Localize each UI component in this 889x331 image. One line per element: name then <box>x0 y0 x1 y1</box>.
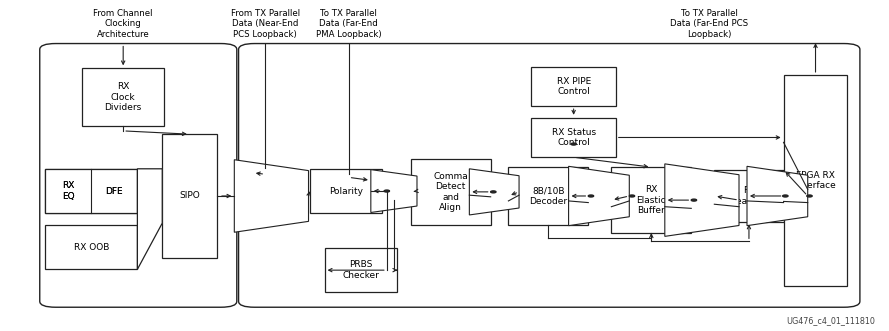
Bar <box>83 68 164 126</box>
Text: RX
Clock
Dividers: RX Clock Dividers <box>105 82 142 112</box>
Bar <box>45 169 138 213</box>
Circle shape <box>589 195 594 197</box>
Text: RX
EQ: RX EQ <box>62 181 75 201</box>
Circle shape <box>782 195 788 197</box>
Text: To TX Parallel
Data (Far-End PCS
Loopback): To TX Parallel Data (Far-End PCS Loopbac… <box>670 9 748 39</box>
Text: RX Status
Control: RX Status Control <box>551 128 596 147</box>
Text: DFE: DFE <box>106 187 123 196</box>
Text: RX
EQ: RX EQ <box>62 181 75 201</box>
Polygon shape <box>747 166 808 226</box>
Bar <box>162 134 217 258</box>
Text: From Channel
Clocking
Architecture: From Channel Clocking Architecture <box>93 9 153 39</box>
Text: DFE: DFE <box>106 187 123 196</box>
Bar <box>532 118 616 157</box>
Bar <box>324 248 397 292</box>
Polygon shape <box>665 164 739 236</box>
Circle shape <box>692 199 697 201</box>
Polygon shape <box>138 169 162 269</box>
Polygon shape <box>371 169 417 213</box>
Text: 8B/10B
Decoder: 8B/10B Decoder <box>529 186 567 206</box>
Bar <box>783 75 847 286</box>
Text: RX
Elastic
Buffer: RX Elastic Buffer <box>637 185 666 215</box>
Bar <box>532 67 616 106</box>
Circle shape <box>807 195 813 197</box>
Polygon shape <box>569 166 629 226</box>
Circle shape <box>629 195 635 197</box>
Text: SIPO: SIPO <box>180 192 200 201</box>
FancyBboxPatch shape <box>40 44 236 307</box>
Bar <box>612 167 692 233</box>
Bar <box>45 169 92 213</box>
Polygon shape <box>235 160 308 232</box>
Circle shape <box>571 143 576 145</box>
Polygon shape <box>469 169 519 215</box>
Text: FPGA RX
Interface: FPGA RX Interface <box>795 171 836 190</box>
Text: RX OOB: RX OOB <box>74 243 109 252</box>
Circle shape <box>491 191 496 193</box>
Text: Polarity: Polarity <box>329 187 363 196</box>
Text: PRBS
Checker: PRBS Checker <box>342 260 380 280</box>
Bar <box>509 167 589 225</box>
Bar <box>92 169 138 213</box>
Bar <box>45 225 138 269</box>
Bar <box>411 159 491 225</box>
Text: RX
Gearbox: RX Gearbox <box>730 186 768 206</box>
FancyBboxPatch shape <box>238 44 860 307</box>
Text: To TX Parallel
Data (Far-End
PMA Loopback): To TX Parallel Data (Far-End PMA Loopbac… <box>316 9 381 39</box>
Text: From TX Parallel
Data (Near-End
PCS Loopback): From TX Parallel Data (Near-End PCS Loop… <box>230 9 300 39</box>
Text: UG476_c4_01_111810: UG476_c4_01_111810 <box>786 316 875 325</box>
Bar <box>715 170 783 221</box>
Circle shape <box>384 190 389 192</box>
Text: Comma
Detect
and
Align: Comma Detect and Align <box>433 172 469 212</box>
Bar <box>309 169 382 213</box>
Text: RX PIPE
Control: RX PIPE Control <box>557 77 591 96</box>
